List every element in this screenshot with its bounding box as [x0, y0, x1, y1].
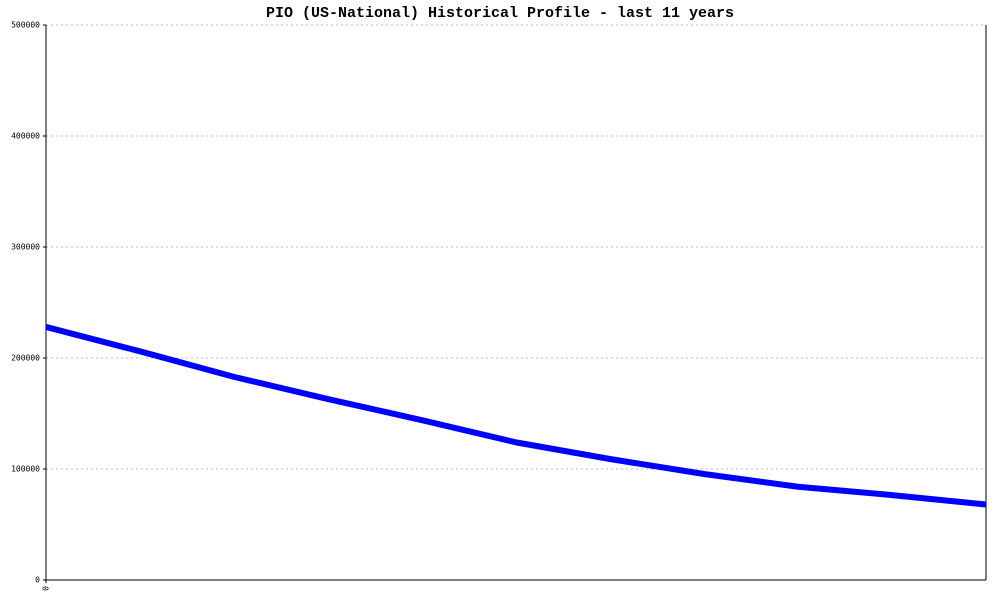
y-tick-label: 100000 — [11, 465, 40, 474]
y-tick-label: 200000 — [11, 354, 40, 363]
chart-title: PIO (US-National) Historical Profile - l… — [266, 5, 734, 22]
y-tick-label: 400000 — [11, 132, 40, 141]
y-tick-label: 500000 — [11, 21, 40, 30]
y-tick-label: 0 — [35, 576, 40, 585]
line — [45, 324, 987, 508]
x-tick-label: 0 — [42, 586, 51, 591]
y-tick-label: 300000 — [11, 243, 40, 252]
